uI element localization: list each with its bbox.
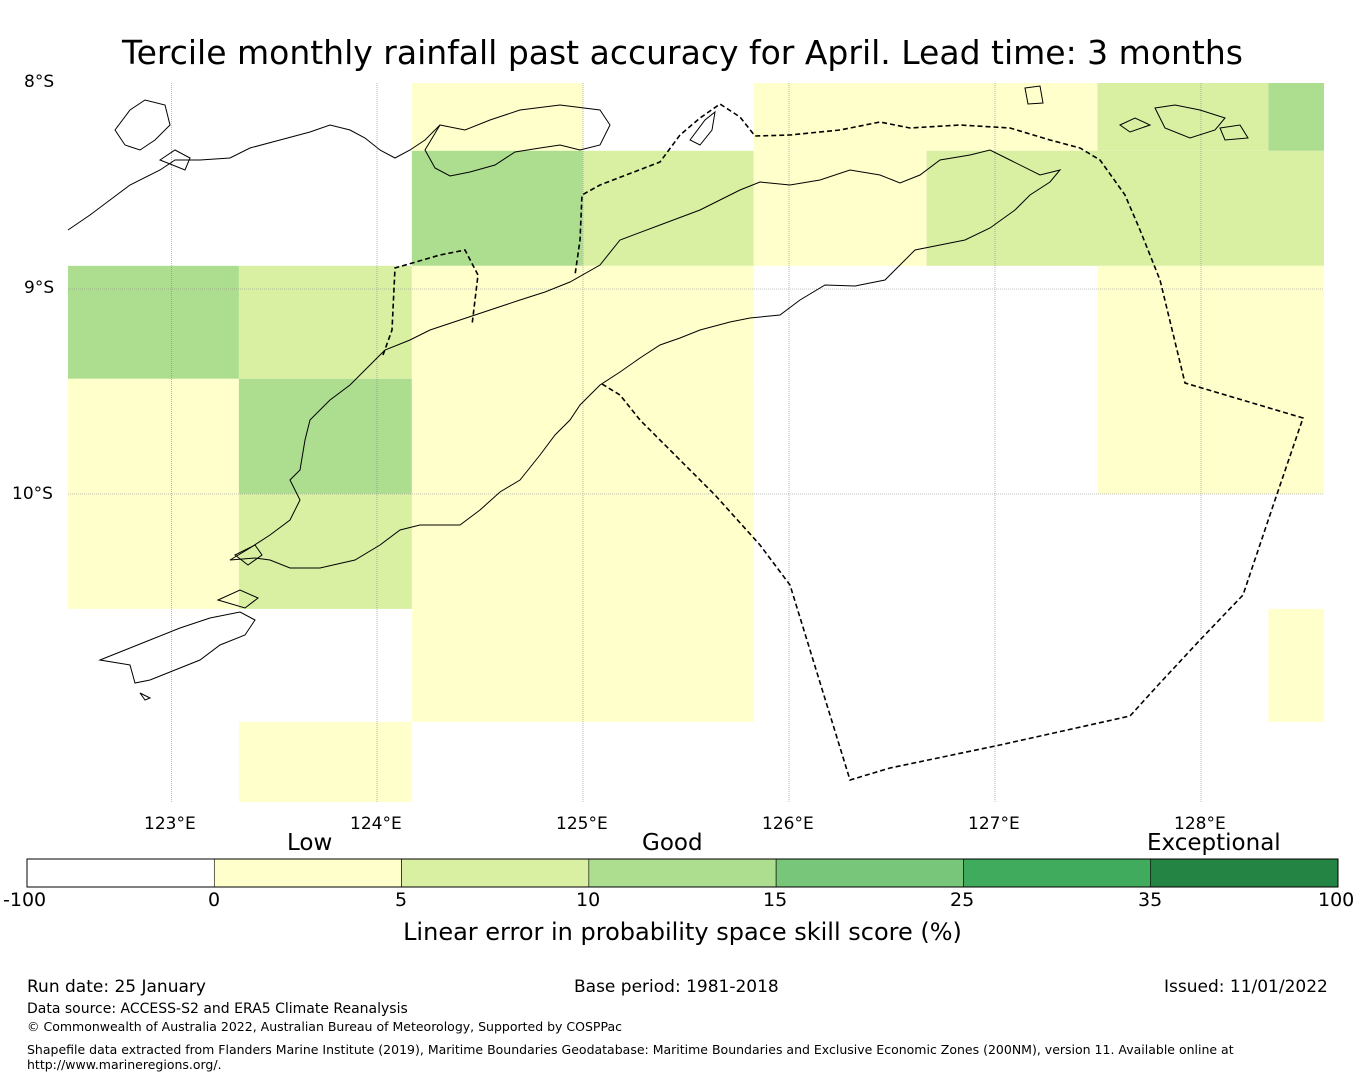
grid-cell: [753, 83, 1098, 151]
rote-islands: [216, 544, 263, 609]
alor-island: [424, 104, 611, 177]
grid-cell: [1097, 83, 1269, 151]
chart-title: Tercile monthly rainfall past accuracy f…: [122, 33, 1243, 72]
issued-date: Issued: 11/01/2022: [1164, 977, 1328, 997]
cbar-tick-25: 25: [950, 889, 975, 911]
grid-cell: [753, 150, 927, 266]
eez-oecusse: [382, 249, 479, 356]
grid-cell: [238, 378, 412, 494]
cbar-tick-35: 35: [1138, 889, 1163, 911]
wetar-island: [1119, 104, 1249, 141]
shapefile-credit-line1: Shapefile data extracted from Flanders M…: [27, 1042, 1234, 1057]
grid-cell: [1268, 608, 1324, 722]
shapefile-credit-line2: http://www.marineregions.org/.: [27, 1057, 222, 1072]
run-date: Run date: 25 January: [27, 977, 206, 997]
category-exceptional: Exceptional: [1147, 830, 1281, 856]
lat-label-8s: 8°S: [24, 72, 55, 92]
cbar-tick-m100: -100: [3, 889, 47, 911]
grid-cell: [411, 378, 754, 722]
lon-label-128e: 128°E: [1174, 814, 1226, 834]
eez-boundaries: [382, 103, 1305, 781]
lat-label-10s: 10°S: [12, 484, 53, 504]
grid-cell: [68, 378, 239, 609]
grid-cell: [582, 150, 754, 266]
flores-island: [67, 124, 441, 231]
grid-cell: [411, 150, 583, 266]
grid-cell: [1268, 83, 1324, 151]
eez-timor-leste: [574, 103, 1305, 781]
cbar-tick-5: 5: [395, 889, 408, 911]
grid-cell: [238, 493, 412, 609]
skill-grid: [68, 83, 1324, 802]
grid-cell: [68, 265, 239, 379]
colorbar-label: Linear error in probability space skill …: [403, 918, 962, 946]
lon-label-125e: 125°E: [556, 814, 608, 834]
grid-cell: [1097, 265, 1324, 494]
timor-island: [229, 149, 1062, 569]
sumba-coast: [98, 611, 256, 701]
cbar-tick-0: 0: [208, 889, 221, 911]
flores-interior: [114, 99, 191, 171]
grid-cell: [411, 83, 583, 151]
grid-cell: [238, 721, 412, 802]
coastlines: [67, 85, 1249, 701]
lon-label-124e: 124°E: [350, 814, 402, 834]
category-low: Low: [287, 830, 333, 856]
lon-label-127e: 127°E: [968, 814, 1020, 834]
cbar-tick-10: 10: [576, 889, 601, 911]
copyright: © Commonwealth of Australia 2022, Austra…: [27, 1019, 622, 1034]
gridlines: [68, 83, 1324, 802]
grid-cell: [926, 150, 1324, 266]
base-period: Base period: 1981-2018: [574, 977, 779, 997]
category-good: Good: [642, 830, 703, 856]
atauro-island: [689, 85, 1044, 146]
cbar-tick-100: 100: [1318, 889, 1355, 911]
data-source: Data source: ACCESS-S2 and ERA5 Climate …: [27, 1001, 408, 1017]
cbar-tick-15: 15: [763, 889, 788, 911]
lon-label-126e: 126°E: [762, 814, 814, 834]
lat-label-9s: 9°S: [24, 278, 55, 298]
lon-label-123e: 123°E: [144, 814, 196, 834]
grid-cell: [238, 265, 412, 379]
